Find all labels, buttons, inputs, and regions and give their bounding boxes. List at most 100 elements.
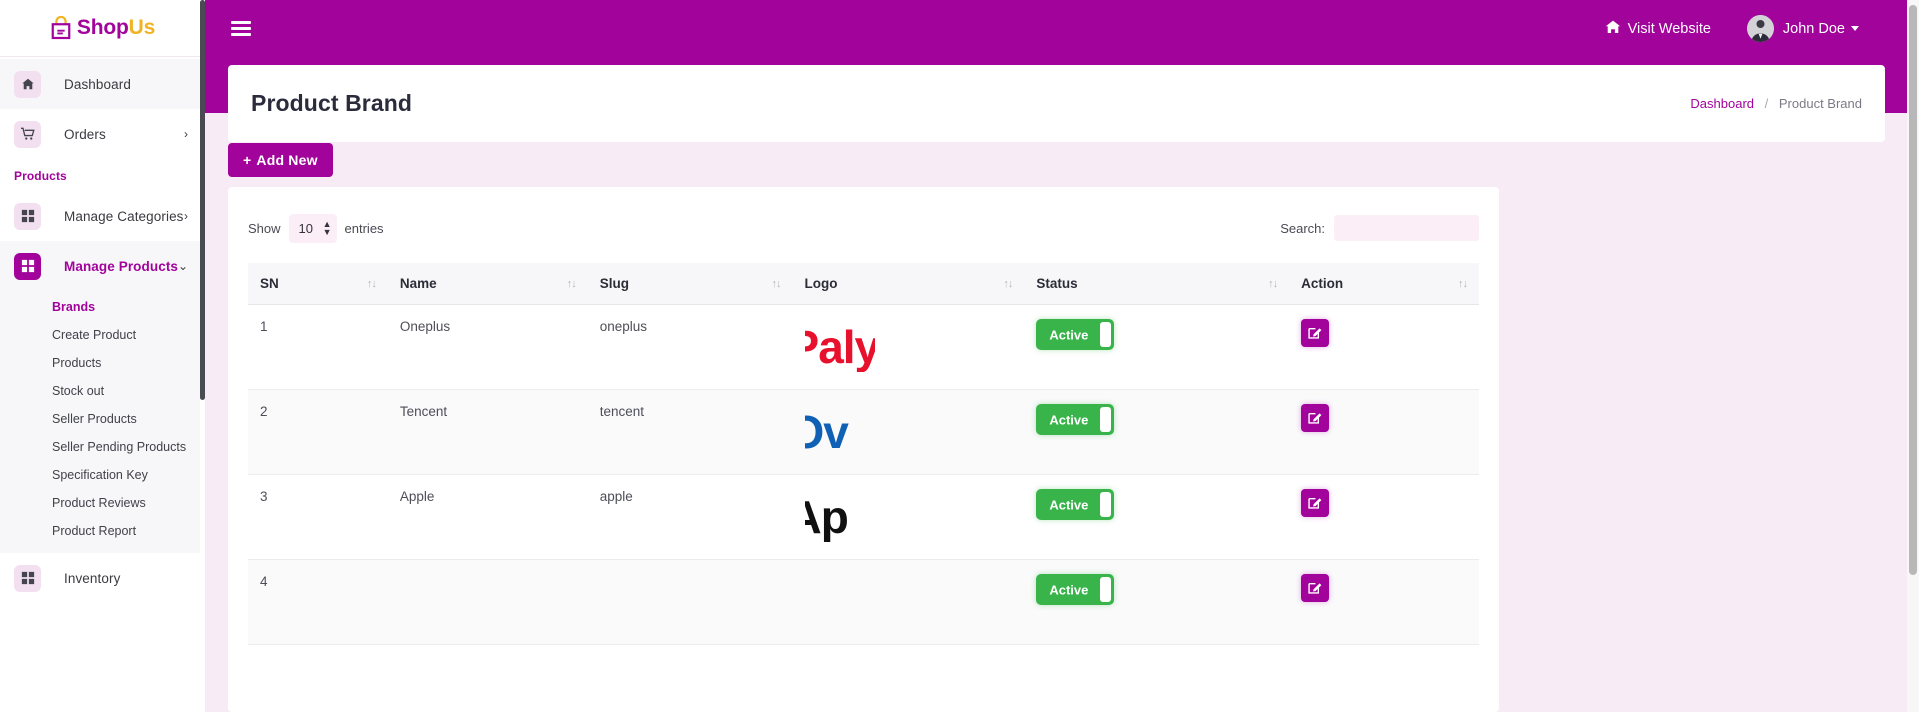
column-label: Slug (599, 276, 629, 291)
sort-updown-icon[interactable]: ↑↓ (771, 277, 782, 290)
page-title: Product Brand (251, 90, 413, 116)
search-input[interactable] (1334, 215, 1479, 241)
column-header-status[interactable]: Status ↑↓ (1024, 263, 1290, 305)
cart-icon (14, 120, 41, 148)
cell-status: Active (1024, 474, 1290, 560)
cell-logo: Ov (792, 389, 1025, 475)
table-row: 1 Oneplus oneplus Paly A (248, 304, 1479, 390)
cell-action (1289, 474, 1479, 560)
brand-logo-text: Ap (805, 492, 849, 542)
cell-name: Oneplus (387, 304, 588, 390)
column-header-logo[interactable]: Logo ↑↓ (792, 263, 1025, 305)
status-toggle[interactable]: Active (1036, 404, 1115, 435)
toggle-knob (1100, 492, 1112, 517)
main-content: Product Brand Dashboard / Product Brand … (205, 57, 1907, 712)
brand-name-primary: Shop (76, 16, 129, 39)
entries-label: entries (344, 220, 384, 236)
column-header-name[interactable]: Name ↑↓ (387, 263, 588, 305)
table-row: 4 Active (248, 559, 1479, 645)
column-label: Action (1301, 276, 1344, 291)
cell-slug (587, 559, 793, 645)
sidebar-item-dashboard[interactable]: Dashboard (0, 59, 205, 109)
chevron-right-icon: › (184, 209, 188, 223)
breadcrumb-dashboard[interactable]: Dashboard (1690, 96, 1755, 111)
sidebar-subitem-brands[interactable]: Brands (52, 300, 96, 314)
plus-icon: + (243, 152, 252, 168)
status-toggle[interactable]: Active (1036, 574, 1115, 605)
brand-name-secondary: Us (128, 16, 156, 39)
status-label: Active (1049, 327, 1089, 342)
sidebar-subitem-products[interactable]: Products (52, 356, 102, 370)
sidebar-item-orders[interactable]: Orders › (0, 109, 205, 159)
brand-logo[interactable]: ShopUs (0, 0, 205, 57)
cell-sn: 4 (248, 559, 388, 645)
column-header-action[interactable]: Action ↑↓ (1289, 263, 1479, 305)
sort-updown-icon[interactable]: ↑↓ (566, 277, 577, 290)
cell-logo: Ap (792, 474, 1025, 560)
user-menu[interactable]: John Doe (1746, 15, 1859, 42)
sidebar-subitem-specification-key[interactable]: Specification Key (52, 468, 148, 482)
edit-icon (1308, 580, 1322, 597)
brands-table: SN ↑↓ Name ↑↓ Slug ↑↓ Logo (248, 263, 1479, 645)
avatar (1746, 15, 1774, 42)
sidebar-subitem-product-reviews[interactable]: Product Reviews (52, 496, 146, 510)
column-header-sn[interactable]: SN ↑↓ (248, 263, 388, 305)
sidebar-nav: Dashboard Orders › Products (0, 57, 205, 603)
edit-icon (1308, 410, 1322, 427)
sidebar-subitem-product-report[interactable]: Product Report (52, 524, 137, 538)
column-header-slug[interactable]: Slug ↑↓ (587, 263, 793, 305)
edit-icon (1308, 495, 1322, 512)
cell-sn: 1 (248, 304, 388, 390)
edit-button[interactable] (1301, 574, 1330, 602)
page-length-select[interactable]: 10 (288, 213, 337, 243)
sidebar-item-inventory[interactable]: Inventory (0, 553, 205, 603)
cell-slug: tencent (587, 389, 793, 475)
edit-button[interactable] (1301, 319, 1330, 347)
cell-slug: oneplus (587, 304, 793, 390)
status-toggle[interactable]: Active (1036, 319, 1115, 350)
status-label: Active (1049, 412, 1089, 427)
brands-table-card: Show 10 ▲ ▼ entries Search: (228, 187, 1499, 712)
sort-updown-icon[interactable]: ↑↓ (1268, 277, 1278, 290)
caret-down-icon (1851, 26, 1859, 31)
sidebar-item-label: Dashboard (64, 76, 131, 92)
cell-name: Tencent (387, 389, 588, 475)
add-new-label: Add New (256, 152, 318, 168)
shopping-bag-icon (50, 15, 72, 40)
breadcrumb-separator: / (1764, 96, 1769, 111)
user-name: John Doe (1782, 20, 1845, 37)
table-toolbar: Show 10 ▲ ▼ entries Search: (248, 209, 1479, 247)
edit-button[interactable] (1301, 489, 1330, 517)
brand-logo-image: Ov (805, 407, 875, 457)
column-label: Status (1036, 276, 1078, 291)
page-length-control: Show 10 ▲ ▼ entries (248, 213, 384, 243)
sidebar-subitem-create-product[interactable]: Create Product (52, 328, 137, 342)
visit-website-link[interactable]: Visit Website (1605, 19, 1711, 39)
toggle-knob (1100, 322, 1112, 347)
sidebar-item-manage-products[interactable]: Manage Products ⌄ (0, 241, 205, 291)
breadcrumb: Dashboard / Product Brand (1690, 96, 1862, 111)
brand-logo-image (805, 577, 875, 627)
sidebar-submenu-manage-products: Brands Create Product Products Stock out… (0, 291, 205, 553)
add-new-button[interactable]: + Add New (228, 143, 333, 177)
sidebar-subitem-seller-pending-products[interactable]: Seller Pending Products (52, 440, 187, 454)
brand-logo-image: Paly (805, 322, 875, 372)
status-toggle[interactable]: Active (1036, 489, 1115, 520)
sidebar-subitem-seller-products[interactable]: Seller Products (52, 412, 137, 426)
page-scrollbar[interactable] (1907, 0, 1919, 712)
hamburger-icon[interactable] (231, 18, 251, 39)
search-label: Search: (1280, 220, 1325, 236)
sort-updown-icon[interactable]: ↑↓ (366, 277, 377, 290)
sidebar-scrollbar[interactable] (200, 0, 205, 712)
edit-button[interactable] (1301, 404, 1330, 432)
scrollbar-thumb[interactable] (1909, 5, 1917, 575)
sort-updown-icon[interactable]: ↑↓ (1458, 277, 1468, 290)
sidebar-item-manage-categories[interactable]: Manage Categories › (0, 191, 205, 241)
brand-logo-text: Ov (804, 407, 849, 457)
grid-icon (14, 564, 41, 592)
sort-updown-icon[interactable]: ↑↓ (1003, 277, 1013, 290)
breadcrumb-current: Product Brand (1778, 96, 1862, 111)
column-label: Logo (804, 276, 838, 291)
sidebar-subitem-stock-out[interactable]: Stock out (52, 384, 105, 398)
table-row: 3 Apple apple Ap Active (248, 474, 1479, 560)
